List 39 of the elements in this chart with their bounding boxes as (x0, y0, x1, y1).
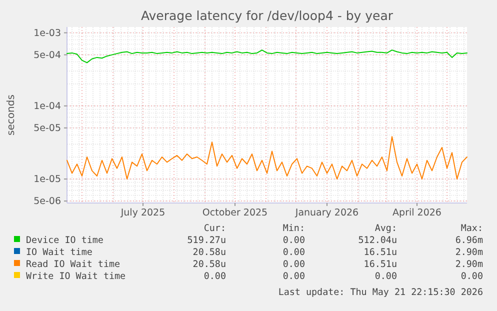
text: 2.90m (455, 259, 484, 270)
text: 0.00 (282, 271, 305, 282)
text: 0.00 (204, 271, 226, 282)
y-tick-label: 5e-04 (34, 50, 61, 61)
legend-label: Read IO Wait time (26, 259, 120, 270)
text: 6.96m (455, 235, 484, 246)
text: Min: (282, 223, 305, 234)
legend-label: Write IO Wait time (26, 271, 126, 282)
y-tick-label: 5e-06 (34, 196, 61, 208)
x-tick-label: July 2025 (120, 208, 166, 219)
y-tick-label: 1e-04 (34, 100, 61, 112)
text: Max: (460, 223, 483, 234)
y-axis-title: seconds (6, 94, 17, 136)
legend-label: IO Wait time (26, 247, 92, 258)
y-tick-label: 1e-05 (34, 174, 61, 186)
text: Last update: Thu May 21 22:15:30 2026 (278, 287, 483, 298)
text: 20.58u (192, 259, 226, 270)
text: 16.51u (364, 247, 397, 258)
text: Avg: (374, 223, 397, 234)
text: 519.27u (187, 235, 226, 246)
text: 20.58u (192, 247, 226, 258)
x-tick-label: April 2026 (392, 208, 442, 219)
x-tick-label: October 2025 (202, 208, 268, 219)
text: 0.00 (460, 271, 483, 282)
text: 0.00 (282, 247, 305, 258)
text: Cur: (204, 223, 226, 234)
text: 512.04u (358, 235, 397, 246)
y-tick-label: 1e-03 (34, 28, 61, 39)
text: 0.00 (282, 235, 305, 246)
text: 0.00 (282, 259, 305, 270)
text: 0.00 (374, 271, 397, 282)
x-tick-label: January 2026 (294, 208, 359, 219)
chart-title: Average latency for /dev/loop4 - by year (140, 8, 394, 23)
line-series (66, 136, 468, 180)
text: 16.51u (364, 259, 397, 270)
text: 2.90m (455, 247, 484, 258)
legend-label: Device IO time (26, 235, 104, 246)
y-tick-label: 5e-05 (34, 122, 61, 134)
line-series (66, 50, 468, 64)
